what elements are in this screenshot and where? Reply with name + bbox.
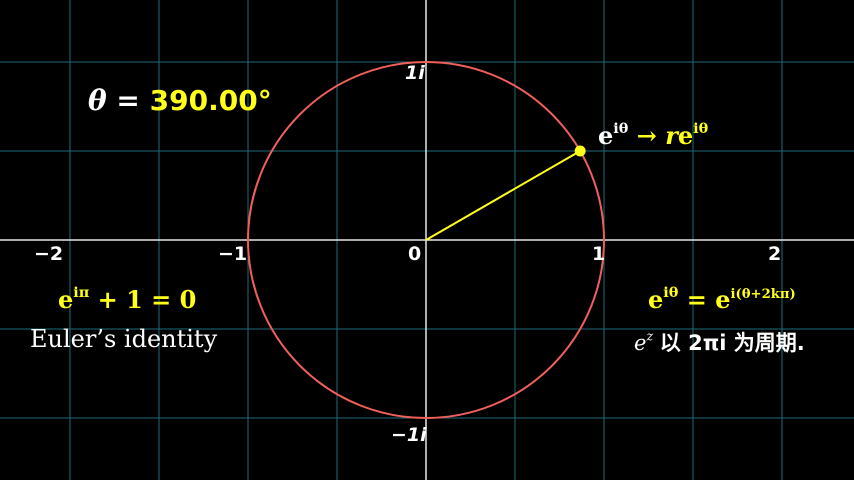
theta-value: 390.00° [149,84,272,117]
point-arrow: → [636,120,657,150]
euler-formula: eiπ + 1 = 0 [58,284,196,314]
y-tick-label-1i: 1i [405,62,425,84]
unit-circle-group [247,61,605,419]
periodic-rhs-base: e [715,284,731,314]
theta-readout: θ = 390.00° [88,84,272,117]
x-tick-label-neg2: −2 [34,243,64,265]
point-on-circle [574,145,586,157]
periodic-lhs-base: e [648,284,664,314]
radius-line [425,150,581,241]
euler-caption: Euler’s identity [30,325,218,353]
unit-circle [247,61,605,419]
periodic-caption-z-exp: z [646,328,654,344]
y-tick-label-neg1i: −1i [391,424,427,446]
point-label-base: e [598,120,614,150]
periodic-rhs-exp: i(θ+2kπ) [730,286,796,302]
point-target-base: e [677,120,694,150]
x-tick-label-neg1: −1 [218,243,248,265]
point-label: eiθ → reiθ [598,120,708,150]
euler-exp: iπ [73,284,90,301]
point-target-exp: iθ [693,120,709,137]
periodic-eq: = [686,284,707,314]
point-target: reiθ [665,120,709,150]
x-tick-label-1: 1 [592,243,606,265]
periodic-caption: ez 以 2πi 为周期. [634,327,805,357]
theta-label: θ = [88,84,140,117]
euler-base: e [58,284,74,314]
x-tick-label-2: 2 [768,243,782,265]
periodic-caption-text: 以 2πi 为周期. [659,331,805,355]
periodic-lhs-exp: iθ [663,284,679,301]
euler-rest: + 1 = 0 [97,284,197,314]
periodic-formula: eiθ = ei(θ+2kπ) [648,284,796,314]
periodic-caption-z: e [634,331,647,355]
x-tick-label-0: 0 [408,243,422,265]
point-target-r: r [665,120,678,150]
point-label-exp: iθ [613,120,629,137]
